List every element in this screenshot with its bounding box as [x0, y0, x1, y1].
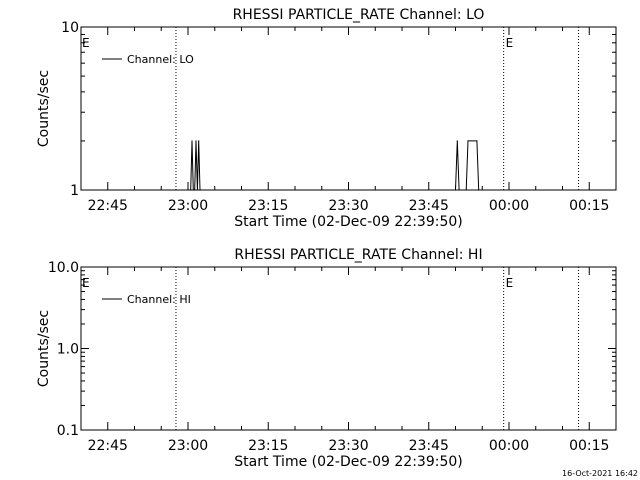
- x-tick-label: 23:30: [328, 198, 368, 214]
- data-point: [456, 140, 458, 142]
- event-vline-label: E: [506, 36, 514, 50]
- y-tick-label: 0.1: [57, 423, 79, 439]
- data-point: [476, 140, 478, 142]
- panel-hi: RHESSI PARTICLE_RATE Channel: HI 0.1 1.0 10…: [36, 247, 617, 470]
- data-point: [192, 189, 194, 191]
- x-axis-label: Start Time (02-Dec-09 22:39:50): [234, 454, 462, 470]
- x-tick-label: 23:15: [248, 438, 288, 454]
- chart-title: RHESSI PARTICLE_RATE Channel: HI: [234, 247, 482, 263]
- data-point: [194, 189, 196, 191]
- data-point: [191, 140, 193, 142]
- data-point: [465, 189, 467, 191]
- data-point: [454, 189, 457, 191]
- panel-lo: RHESSI PARTICLE_RATE Channel: LO 1 10 Count…: [36, 7, 617, 230]
- y-axis-label: Counts/sec: [36, 310, 52, 387]
- data-point: [467, 140, 469, 142]
- x-tick-label: 22:45: [88, 438, 128, 454]
- data-point: [196, 189, 198, 191]
- y-tick-label: 10: [61, 20, 79, 36]
- event-vline-label: E: [506, 276, 514, 290]
- x-tick-label: 00:00: [489, 198, 529, 214]
- y-tick-label: 10.0: [48, 260, 79, 276]
- x-tick-label: 23:30: [328, 438, 368, 454]
- y-axis-label: Counts/sec: [36, 70, 52, 147]
- x-tick-label: 22:45: [88, 198, 128, 214]
- x-tick-label: 23:45: [409, 438, 449, 454]
- legend-label: Channel: HI: [127, 293, 191, 306]
- plot-frame: [80, 266, 617, 431]
- x-tick-label: 23:45: [409, 198, 449, 214]
- x-tick-label: 23:00: [168, 198, 208, 214]
- chart-title: RHESSI PARTICLE_RATE Channel: LO: [233, 7, 485, 23]
- x-tick-label: 23:00: [168, 438, 208, 454]
- data-point: [195, 140, 197, 142]
- x-tick-label: 00:00: [489, 438, 529, 454]
- data-point: [199, 189, 201, 191]
- x-axis-label: Start Time (02-Dec-09 22:39:50): [234, 214, 462, 230]
- footer-timestamp: 16-Oct-2021 16:42: [562, 469, 638, 478]
- x-tick-label: 00:15: [569, 198, 609, 214]
- data-point: [458, 189, 460, 191]
- edge-marker: E: [82, 276, 90, 290]
- edge-marker: E: [82, 36, 90, 50]
- data-point: [190, 189, 192, 191]
- plot-frame: [80, 26, 617, 191]
- y-tick-label: 1: [70, 183, 79, 199]
- x-tick-label: 00:15: [569, 438, 609, 454]
- series-line: [190, 140, 480, 191]
- y-tick-label: 1.0: [57, 342, 79, 358]
- x-tick-label: 23:15: [248, 198, 288, 214]
- data-point: [198, 140, 200, 142]
- data-point: [478, 189, 480, 191]
- legend-label: Channel: LO: [127, 53, 194, 66]
